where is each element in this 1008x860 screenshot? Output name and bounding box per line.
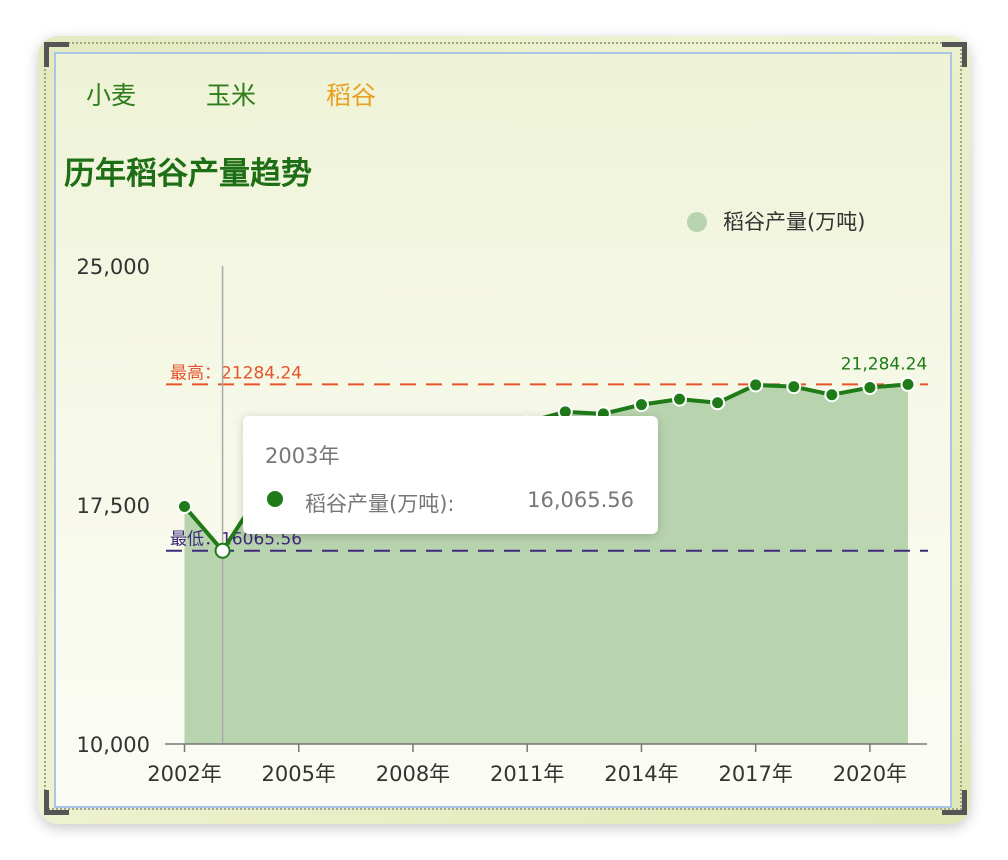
chart-title: 历年稻谷产量趋势	[64, 156, 312, 192]
x-tick-label: 2014年	[604, 762, 678, 786]
tab-corn[interactable]: 玉米	[206, 81, 257, 110]
min-mark-label: 最低：16065.56	[170, 530, 302, 550]
data-point	[862, 380, 878, 396]
tab-wheat[interactable]: 小麦	[86, 81, 137, 110]
corner-bottom-left	[44, 790, 69, 815]
y-tick-label: 10,000	[77, 733, 150, 757]
y-tick-label: 25,000	[77, 255, 150, 279]
data-tooltip: 2003年 稻谷产量(万吨): 16,065.56	[243, 416, 658, 534]
tooltip-title: 2003年	[265, 444, 340, 468]
tab-rice[interactable]: 稻谷	[326, 81, 377, 110]
x-tick-label: 2005年	[262, 762, 336, 786]
data-point	[748, 377, 764, 393]
data-point	[900, 376, 916, 392]
data-point	[672, 391, 688, 407]
last-point-label: 21,284.24	[841, 354, 928, 374]
x-tick-label: 2020年	[833, 762, 907, 786]
corner-top-right	[942, 42, 967, 67]
data-point	[177, 498, 192, 514]
y-tick-label: 17,500	[77, 494, 150, 518]
x-tick-label: 2017年	[718, 762, 792, 786]
x-tick-label: 2002年	[147, 762, 221, 786]
tooltip-series-label: 稻谷产量(万吨):	[305, 492, 455, 516]
data-point	[824, 387, 840, 403]
data-point	[633, 397, 649, 413]
corner-top-left	[44, 42, 69, 67]
tooltip-value: 16,065.56	[527, 488, 634, 512]
data-point	[710, 395, 726, 411]
corner-bottom-right	[942, 790, 967, 815]
max-mark-label: 最高：21284.24	[170, 363, 302, 383]
legend-label: 稻谷产量(万吨)	[723, 210, 865, 234]
x-tick-label: 2011年	[490, 762, 564, 786]
x-tick-label: 2008年	[376, 762, 450, 786]
crop-tabs: 小麦 玉米 稻谷	[86, 76, 446, 112]
legend-marker	[687, 212, 707, 232]
data-point	[214, 542, 231, 559]
data-point	[786, 379, 802, 395]
tooltip-series-dot	[267, 491, 283, 507]
